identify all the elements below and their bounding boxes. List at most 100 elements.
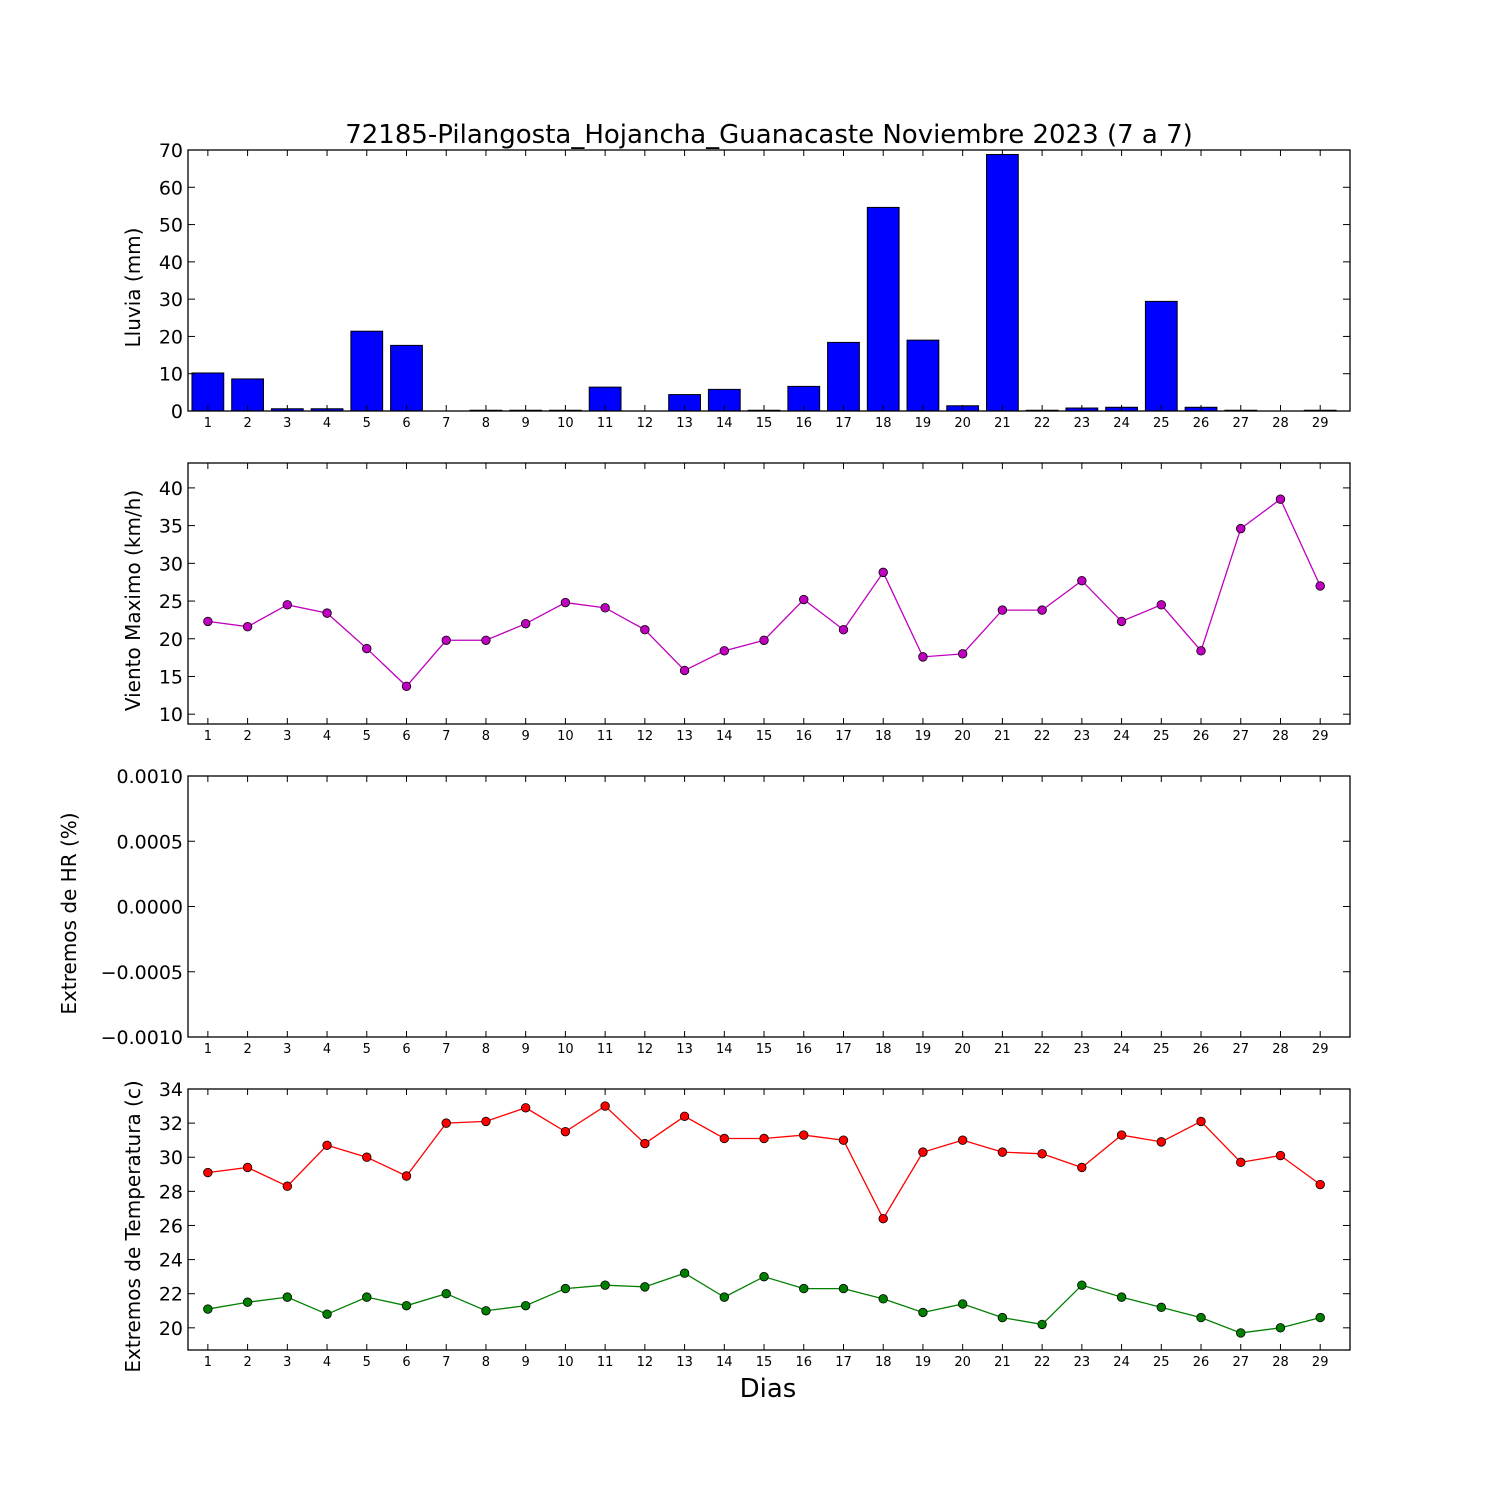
humidity-xtick-label: 8 <box>482 1042 490 1057</box>
wind-point <box>1275 494 1286 504</box>
temperature-xtick-label: 13 <box>676 1355 693 1370</box>
humidity-xtick-label: 10 <box>557 1042 574 1057</box>
wind-xtick-label: 12 <box>637 729 654 744</box>
rain-bar <box>390 344 423 412</box>
humidity-xtick-label: 15 <box>756 1042 773 1057</box>
wind-xtick-label: 1 <box>204 729 212 744</box>
humidity-xtick-label: 7 <box>442 1042 450 1057</box>
wind-xtick-label: 27 <box>1232 729 1249 744</box>
humidity-xtick-label: 13 <box>676 1042 693 1057</box>
temperature-point <box>1077 1280 1087 1290</box>
rain-xtick-label: 27 <box>1232 416 1249 431</box>
rain-bar <box>986 153 1019 412</box>
temperature-xtick-label: 2 <box>243 1355 251 1370</box>
wind-ytick-label: 40 <box>159 478 183 500</box>
humidity-xtick-label: 1 <box>204 1042 212 1057</box>
humidity-xtick-label: 28 <box>1272 1042 1289 1057</box>
rain-xtick-label: 18 <box>875 416 892 431</box>
wind-point <box>997 605 1008 615</box>
wind-point <box>560 597 571 608</box>
rain-xtick-label: 12 <box>637 416 654 431</box>
temperature-point <box>1275 1323 1286 1333</box>
temperature-xtick-label: 25 <box>1153 1355 1170 1370</box>
temperature-xtick-label: 12 <box>637 1355 654 1370</box>
temperature-point <box>1236 1328 1246 1338</box>
rain-xtick-label: 23 <box>1074 416 1091 431</box>
temperature-point <box>1236 1157 1246 1168</box>
wind-xtick-label: 4 <box>323 729 331 744</box>
temperature-xtick-label: 5 <box>363 1355 371 1370</box>
temperature-xtick-label: 15 <box>756 1355 773 1370</box>
temperature-xtick-label: 23 <box>1074 1355 1091 1370</box>
temperature-point <box>679 1268 690 1278</box>
rain-xtick-label: 22 <box>1034 416 1051 431</box>
rain-bar <box>906 339 940 412</box>
humidity-ytick-label: −0.0005 <box>101 962 183 984</box>
wind-point <box>838 625 849 635</box>
wind-point <box>362 643 372 654</box>
humidity-xtick-label: 12 <box>637 1042 654 1057</box>
rain-xtick-label: 3 <box>283 416 291 431</box>
rain-xtick-label: 16 <box>795 416 812 431</box>
x-axis-label: Dias <box>740 1374 797 1404</box>
wind-xtick-label: 8 <box>482 729 490 744</box>
rain-xtick-label: 14 <box>716 416 733 431</box>
rain-xtick-label: 24 <box>1113 416 1130 431</box>
rain-y-axis-label: Lluvia (mm) <box>121 228 145 348</box>
temperature-point <box>1037 1319 1047 1330</box>
humidity-ytick-label: 0.0010 <box>117 766 183 788</box>
rain-xtick-label: 7 <box>442 416 450 431</box>
temperature-xtick-label: 24 <box>1113 1355 1130 1370</box>
temperature-xtick-label: 8 <box>482 1355 490 1370</box>
temperature-ytick-label: 22 <box>159 1284 183 1306</box>
wind-xtick-label: 28 <box>1272 729 1289 744</box>
temperature-point <box>759 1133 769 1144</box>
rain-ytick-label: 50 <box>159 215 183 237</box>
rain-bar <box>866 206 900 412</box>
temperature-point <box>203 1304 213 1314</box>
rain-xtick-label: 4 <box>323 416 331 431</box>
wind-y-axis-label: Viento Maximo (km/h) <box>121 490 145 711</box>
wind-xtick-label: 13 <box>676 729 693 744</box>
wind-point <box>203 616 213 627</box>
wind-xtick-label: 25 <box>1153 729 1170 744</box>
humidity-xtick-label: 18 <box>875 1042 892 1057</box>
rain-xtick-label: 15 <box>756 416 773 431</box>
temperature-point <box>322 1309 332 1319</box>
humidity-xtick-label: 22 <box>1034 1042 1051 1057</box>
temperature-point <box>1037 1149 1047 1159</box>
rain-xtick-label: 21 <box>994 416 1011 431</box>
humidity-xtick-label: 6 <box>402 1042 410 1057</box>
wind-point <box>1077 575 1087 586</box>
wind-xtick-label: 29 <box>1312 729 1329 744</box>
rain-xtick-label: 8 <box>482 416 490 431</box>
temperature-point <box>441 1118 451 1128</box>
temperature-point <box>401 1171 412 1181</box>
rain-ytick-label: 0 <box>171 401 183 423</box>
temperature-point <box>1315 1312 1325 1323</box>
wind-ytick-label: 15 <box>159 666 183 688</box>
rain-ytick-label: 10 <box>159 364 183 386</box>
temperature-xtick-label: 28 <box>1272 1355 1289 1370</box>
temperature-ytick-label: 32 <box>159 1113 183 1135</box>
temperature-xtick-label: 17 <box>835 1355 852 1370</box>
wind-point <box>799 594 809 605</box>
wind-plot-frame <box>187 462 1351 725</box>
temperature-xtick-label: 7 <box>442 1355 450 1370</box>
wind-xtick-label: 18 <box>875 729 892 744</box>
humidity-ytick-label: 0.0005 <box>117 831 183 853</box>
temperature-point <box>997 1147 1008 1157</box>
wind-point <box>441 635 451 645</box>
rain-xtick-label: 6 <box>402 416 410 431</box>
wind-point <box>282 600 293 610</box>
temperature-point <box>640 1282 650 1292</box>
wind-ytick-label: 30 <box>159 553 183 575</box>
temperature-point <box>799 1283 809 1294</box>
wind-point <box>242 621 253 632</box>
rain-xtick-label: 29 <box>1312 416 1329 431</box>
rain-bar <box>1144 300 1178 412</box>
temperature-point <box>1275 1150 1286 1161</box>
